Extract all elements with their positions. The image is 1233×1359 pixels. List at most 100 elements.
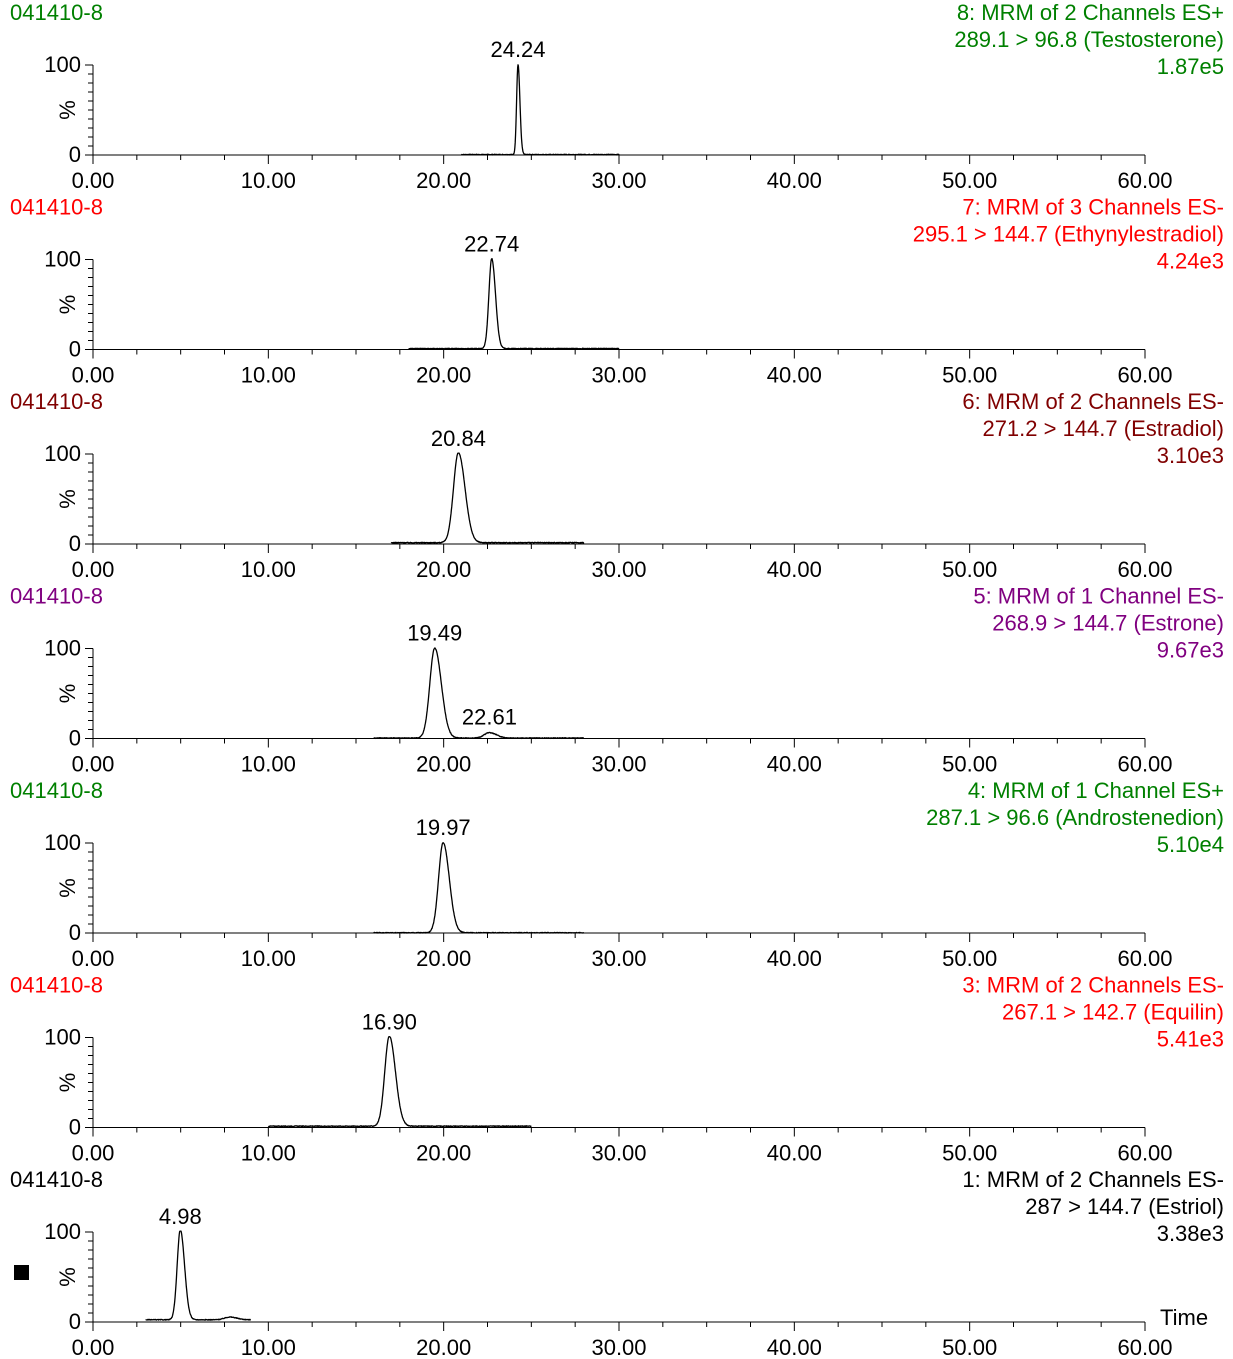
x-tick-label: 50.00 bbox=[942, 363, 997, 388]
y-tick-label: 100 bbox=[44, 441, 81, 466]
x-tick-label: 0.00 bbox=[72, 557, 115, 582]
x-tick-label: 20.00 bbox=[416, 1141, 471, 1166]
x-tick-label: 40.00 bbox=[767, 752, 822, 777]
chromatogram-panel: 041410-8 5: MRM of 1 Channel ES-268.9 > 1… bbox=[10, 584, 1224, 777]
intensity-label: 3.38e3 bbox=[1157, 1221, 1224, 1246]
y-axis-label: % bbox=[55, 100, 80, 120]
channel-description: 3: MRM of 2 Channels ES- bbox=[962, 973, 1224, 998]
x-tick-label: 60.00 bbox=[1117, 1141, 1172, 1166]
x-tick-label: 50.00 bbox=[942, 946, 997, 971]
chromatogram-trace bbox=[408, 258, 620, 350]
peak-label: 22.61 bbox=[462, 705, 517, 730]
x-tick-label: 60.00 bbox=[1117, 1335, 1172, 1359]
y-axis-label: % bbox=[55, 295, 80, 315]
chromatogram-trace bbox=[373, 842, 585, 934]
x-tick-label: 20.00 bbox=[416, 1335, 471, 1359]
x-tick-label: 60.00 bbox=[1117, 557, 1172, 582]
intensity-label: 3.10e3 bbox=[1157, 443, 1224, 468]
y-tick-label: 100 bbox=[44, 830, 81, 855]
x-tick-label: 20.00 bbox=[416, 557, 471, 582]
x-tick-label: 60.00 bbox=[1117, 363, 1172, 388]
intensity-label: 5.10e4 bbox=[1157, 832, 1224, 857]
x-tick-label: 0.00 bbox=[72, 363, 115, 388]
y-tick-label: 100 bbox=[44, 636, 81, 661]
x-tick-label: 0.00 bbox=[72, 1335, 115, 1359]
chromatogram-trace bbox=[460, 64, 620, 156]
channel-description: 1: MRM of 2 Channels ES- bbox=[962, 1167, 1224, 1192]
x-tick-label: 60.00 bbox=[1117, 752, 1172, 777]
sample-id: 041410-8 bbox=[10, 973, 103, 998]
x-tick-label: 10.00 bbox=[241, 1335, 296, 1359]
y-tick-label: 100 bbox=[44, 1219, 81, 1244]
y-axis-label: % bbox=[55, 684, 80, 704]
x-tick-label: 30.00 bbox=[591, 1335, 646, 1359]
x-tick-label: 50.00 bbox=[942, 752, 997, 777]
chromatogram-panel: 041410-8 3: MRM of 2 Channels ES-267.1 > … bbox=[10, 973, 1224, 1166]
x-tick-label: 10.00 bbox=[241, 1141, 296, 1166]
chromatogram-panel: 041410-8 4: MRM of 1 Channel ES+287.1 > 9… bbox=[10, 778, 1224, 971]
y-tick-label: 0 bbox=[69, 531, 81, 556]
y-axis-label: % bbox=[55, 1073, 80, 1093]
peak-label: 22.74 bbox=[464, 232, 519, 257]
intensity-label: 1.87e5 bbox=[1157, 54, 1224, 79]
x-tick-label: 0.00 bbox=[72, 168, 115, 193]
transition-label: 289.1 > 96.8 (Testosterone) bbox=[954, 27, 1224, 52]
x-tick-label: 60.00 bbox=[1117, 168, 1172, 193]
chromatogram-panel: 041410-8 8: MRM of 2 Channels ES+289.1 > … bbox=[10, 0, 1224, 193]
x-tick-label: 0.00 bbox=[72, 946, 115, 971]
chromatogram-panel: 041410-8 7: MRM of 3 Channels ES-295.1 > … bbox=[10, 195, 1224, 388]
y-tick-label: 0 bbox=[69, 726, 81, 751]
transition-label: 295.1 > 144.7 (Ethynylestradiol) bbox=[913, 222, 1224, 247]
y-tick-label: 100 bbox=[44, 1025, 81, 1050]
legend-marker bbox=[14, 1265, 29, 1280]
x-tick-label: 30.00 bbox=[591, 168, 646, 193]
intensity-label: 5.41e3 bbox=[1157, 1027, 1224, 1052]
y-tick-label: 100 bbox=[44, 247, 81, 272]
y-axis-label: % bbox=[55, 878, 80, 898]
x-tick-label: 0.00 bbox=[72, 752, 115, 777]
sample-id: 041410-8 bbox=[10, 1167, 103, 1192]
x-axis-title: Time bbox=[1160, 1305, 1208, 1330]
chromatogram-trace bbox=[373, 647, 585, 740]
channel-description: 8: MRM of 2 Channels ES+ bbox=[957, 0, 1224, 25]
x-tick-label: 30.00 bbox=[591, 752, 646, 777]
chromatogram-panel: 041410-8 1: MRM of 2 Channels ES-287 > 14… bbox=[10, 1167, 1224, 1359]
x-tick-label: 30.00 bbox=[591, 363, 646, 388]
channel-description: 6: MRM of 2 Channels ES- bbox=[962, 389, 1224, 414]
y-axis-label: % bbox=[55, 489, 80, 509]
transition-label: 287.1 > 96.6 (Androstenedion) bbox=[926, 805, 1224, 830]
y-tick-label: 0 bbox=[69, 1309, 81, 1334]
y-tick-label: 0 bbox=[69, 920, 81, 945]
intensity-label: 4.24e3 bbox=[1157, 249, 1224, 274]
channel-description: 5: MRM of 1 Channel ES- bbox=[973, 584, 1224, 609]
chromatogram-panel: 041410-8 6: MRM of 2 Channels ES-271.2 > … bbox=[10, 389, 1224, 582]
x-tick-label: 60.00 bbox=[1117, 946, 1172, 971]
transition-label: 268.9 > 144.7 (Estrone) bbox=[992, 611, 1224, 636]
chromatogram-trace bbox=[145, 1230, 252, 1321]
x-tick-label: 20.00 bbox=[416, 946, 471, 971]
x-tick-label: 50.00 bbox=[942, 168, 997, 193]
chromatogram-trace bbox=[390, 452, 585, 544]
x-tick-label: 20.00 bbox=[416, 363, 471, 388]
x-tick-label: 50.00 bbox=[942, 1141, 997, 1166]
intensity-label: 9.67e3 bbox=[1157, 638, 1224, 663]
x-tick-label: 30.00 bbox=[591, 557, 646, 582]
y-tick-label: 0 bbox=[69, 1115, 81, 1140]
x-tick-label: 40.00 bbox=[767, 946, 822, 971]
y-axis-label: % bbox=[55, 1267, 80, 1287]
x-tick-label: 50.00 bbox=[942, 557, 997, 582]
x-tick-label: 0.00 bbox=[72, 1141, 115, 1166]
y-tick-label: 0 bbox=[69, 337, 81, 362]
sample-id: 041410-8 bbox=[10, 778, 103, 803]
x-tick-label: 30.00 bbox=[591, 946, 646, 971]
x-tick-label: 40.00 bbox=[767, 1141, 822, 1166]
x-tick-label: 20.00 bbox=[416, 168, 471, 193]
transition-label: 271.2 > 144.7 (Estradiol) bbox=[982, 416, 1224, 441]
x-tick-label: 10.00 bbox=[241, 557, 296, 582]
peak-label: 20.84 bbox=[431, 426, 486, 451]
x-tick-label: 10.00 bbox=[241, 752, 296, 777]
x-tick-label: 30.00 bbox=[591, 1141, 646, 1166]
peak-label: 19.97 bbox=[416, 815, 471, 840]
x-tick-label: 20.00 bbox=[416, 752, 471, 777]
